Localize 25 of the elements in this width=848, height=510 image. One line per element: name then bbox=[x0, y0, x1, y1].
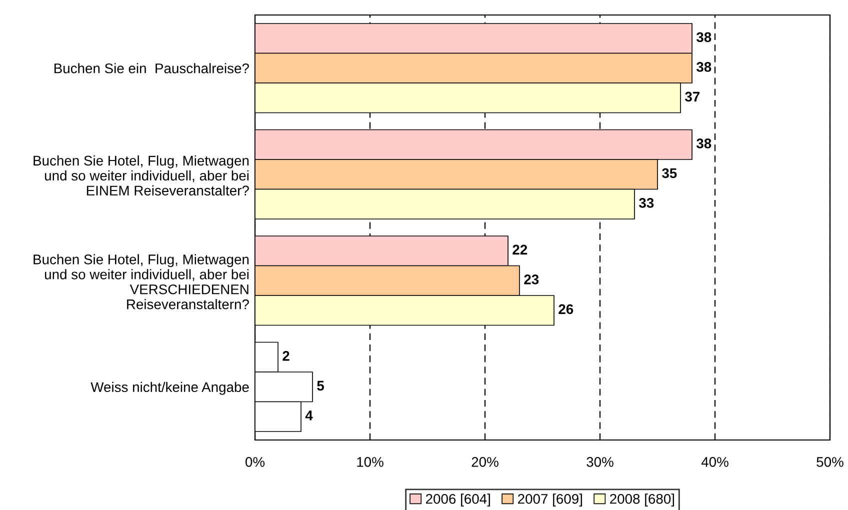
x-tick-label: 30% bbox=[586, 457, 614, 467]
data-label: 37 bbox=[684, 92, 700, 102]
data-label: 5 bbox=[317, 380, 324, 391]
x-tick-label: 10% bbox=[357, 457, 384, 467]
x-tick-label: 0% bbox=[246, 457, 265, 467]
y-tick-label: Buchen Sie ein Pauschalreise? bbox=[54, 63, 249, 74]
y-tick-label: Buchen Sie Hotel, Flug, Mietwagen und so weiter individuell, aber bei VERSCHIEDENEN Reiseveranstaltern? bbox=[34, 254, 249, 310]
legend-label: 2008 [680] bbox=[610, 494, 674, 507]
data-label: 23 bbox=[524, 274, 539, 284]
legend-label: 2006 [604] bbox=[426, 494, 490, 507]
legend-label: 2007 [609] bbox=[518, 494, 582, 507]
data-label: 38 bbox=[696, 32, 712, 42]
data-label: 35 bbox=[662, 168, 677, 178]
data-label: 26 bbox=[558, 304, 574, 314]
data-label: 33 bbox=[638, 198, 654, 208]
x-tick-label: 50% bbox=[816, 457, 844, 467]
data-label: 2 bbox=[282, 351, 290, 361]
y-tick-label: Buchen Sie Hotel, Flug, Mietwagen und so weiter individuell, aber bei EINEM Reiseveranstalter? bbox=[34, 155, 249, 196]
y-tick-label: Weiss nicht/keine Angabe bbox=[90, 382, 249, 395]
data-label: 38 bbox=[696, 62, 712, 72]
data-label: 38 bbox=[696, 138, 712, 148]
x-tick-label: 20% bbox=[472, 457, 498, 467]
data-label: 22 bbox=[512, 244, 528, 254]
data-label: 4 bbox=[305, 410, 313, 420]
x-tick-label: 40% bbox=[701, 457, 728, 467]
